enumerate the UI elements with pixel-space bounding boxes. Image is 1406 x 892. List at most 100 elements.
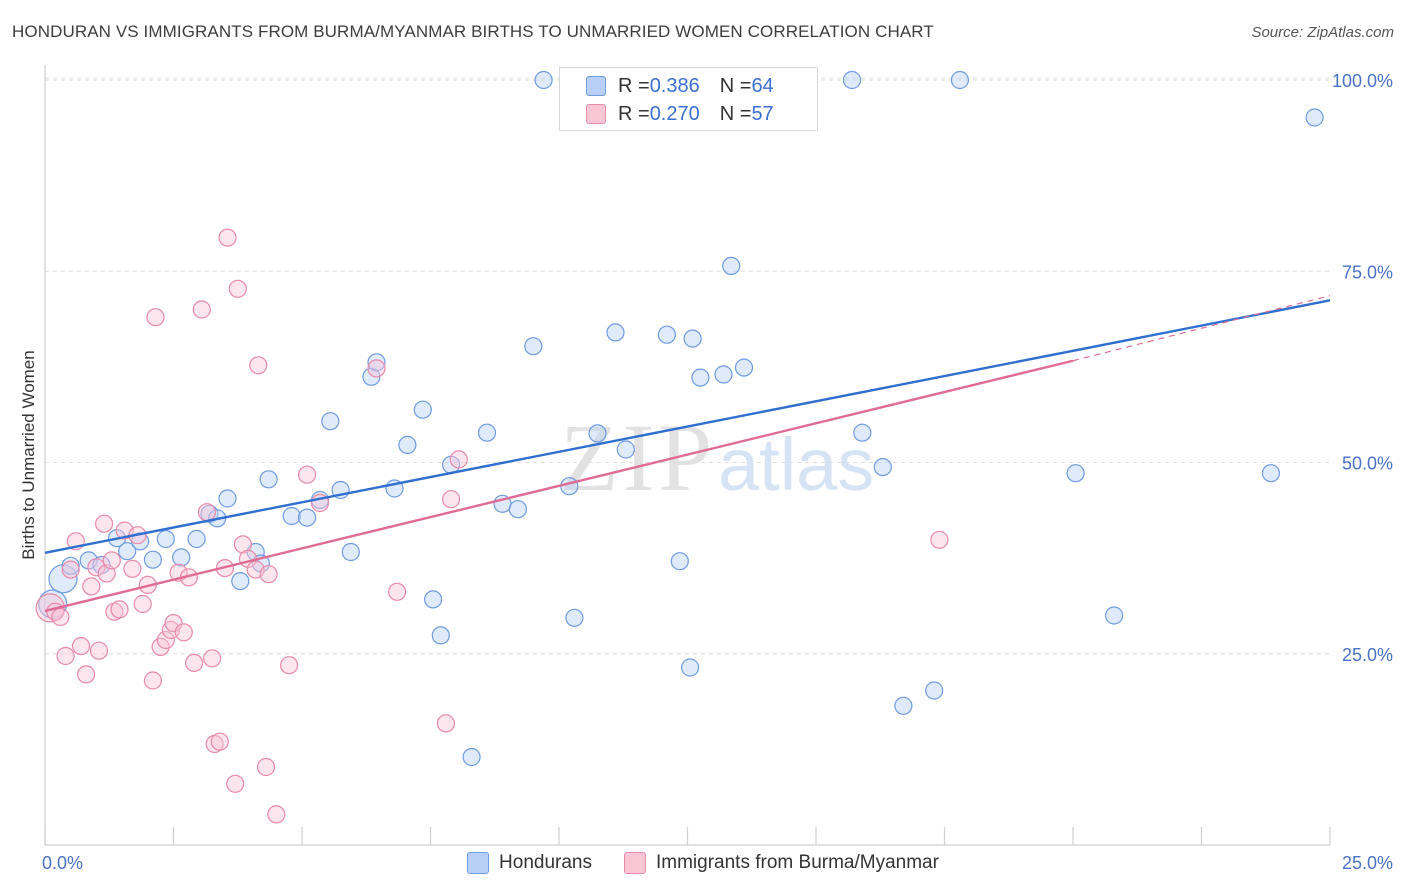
point-burma [110,600,129,619]
point-burma [298,465,317,484]
point-hondurans [616,440,635,459]
point-hondurans [714,365,733,384]
point-hondurans [670,552,689,571]
point-hondurans [606,323,625,342]
point-hondurans [1066,464,1085,483]
point-hondurans [680,658,700,677]
watermark-atlas: atlas [718,423,874,506]
source-credit: Source: ZipAtlas.com [1251,24,1394,41]
point-hondurans [61,556,80,575]
point-burma [89,641,109,660]
x-tick-label-min: 0.0% [42,853,83,873]
data-points [35,70,1324,824]
n-value: 64 [751,74,774,97]
point-burma [259,565,278,584]
point-hondurans [118,542,137,561]
series-legend: Hondurans Immigrants from Burma/Myanmar [0,852,1406,874]
r-label: R = [618,74,650,97]
point-burma [185,653,204,673]
point-burma [192,300,211,319]
point-hondurans [424,590,443,609]
point-burma [930,530,949,549]
chart-title: HONDURAN VS IMMIGRANTS FROM BURMA/MYANMA… [12,22,934,41]
legend-label-burma: Immigrants from Burma/Myanmar [656,852,939,873]
point-hondurans [187,529,206,549]
trend-lines [44,295,1331,613]
point-burma [388,582,407,601]
y-tick-label: 75.0% [1342,262,1393,282]
point-hondurans [842,70,862,90]
legend-label-hondurans: Hondurans [499,852,592,873]
point-hondurans [534,70,553,90]
point-burma [61,560,80,579]
point-burma [94,514,114,533]
point-burma [256,757,276,777]
point-burma [228,279,247,298]
point-hondurans [565,608,584,627]
r-value: 0.386 [649,74,700,97]
point-burma [123,559,142,578]
point-hondurans [282,506,301,526]
gridlines [45,77,1330,655]
point-burma [218,228,237,247]
point-burma [35,593,65,623]
point-burma [143,671,162,690]
n-value: 57 [751,102,774,125]
point-burma [71,636,91,656]
point-burma [267,805,286,824]
point-burma [102,551,121,570]
point-burma [82,577,101,596]
point-hondurans [462,747,481,767]
point-burma [226,774,245,793]
point-hondurans [894,696,913,715]
x-tick-label-max: 25.0% [1342,853,1393,873]
hondurans-swatch [586,76,606,96]
point-hondurans [588,424,607,443]
point-hondurans [691,368,710,387]
point-hondurans [231,571,250,591]
point-burma [87,558,106,577]
axes [44,65,1331,846]
point-burma [164,613,183,633]
point-burma [56,646,75,666]
point-hondurans [143,550,162,569]
y-tick-label: 25.0% [1342,645,1393,665]
r-value: 0.270 [649,102,700,125]
y-tick-label: 100.0% [1332,71,1393,91]
point-hondurans [413,400,432,419]
point-hondurans [683,329,702,348]
n-label: N = [719,102,752,125]
trend-line-burma [44,359,1074,613]
point-hondurans [873,458,892,477]
point-burma [367,359,386,378]
point-hondurans [524,337,543,356]
point-hondurans [853,423,872,442]
point-hondurans [218,489,237,508]
point-burma [133,594,152,614]
watermark-zip: ZIP [560,404,716,511]
point-burma [210,732,229,751]
legend-row-burma: R = 0.270 N = 57 [586,100,774,128]
point-hondurans [925,681,944,700]
point-burma [203,649,222,668]
point-hondurans [560,477,579,496]
point-hondurans [950,70,970,90]
y-axis-label: Births to Unmarried Women [19,350,38,559]
point-hondurans [1261,464,1281,483]
point-burma [146,308,165,327]
point-hondurans [722,256,741,275]
stats-legend: R = 0.386 N = 64 R = 0.270 N = 57 [559,67,818,131]
point-hondurans [431,626,450,645]
point-hondurans [172,548,191,567]
point-burma [233,535,252,554]
point-hondurans [477,423,497,442]
point-burma [449,450,468,469]
trend-line-hondurans [44,299,1331,554]
n-label: N = [719,74,752,97]
point-hondurans [259,470,278,489]
point-burma [442,490,461,509]
r-label: R = [618,102,650,125]
burma-legend-swatch [624,852,646,874]
watermark: ZIP atlas [560,404,874,511]
